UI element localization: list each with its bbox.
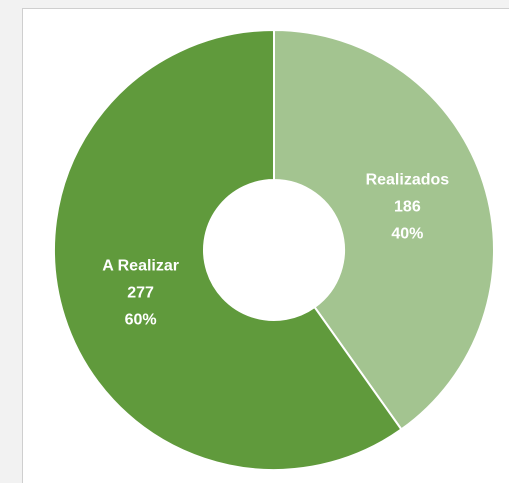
category-label: A Realizar: [102, 257, 179, 275]
slice-label: Realizados 186 40%: [342, 167, 472, 248]
slice-label: A Realizar 277 60%: [101, 252, 181, 333]
category-label: Realizados: [365, 171, 450, 189]
percent-label: 40%: [391, 225, 424, 243]
value-label: 277: [127, 284, 154, 302]
donut-slice: [273, 28, 495, 431]
donut-slice: [53, 28, 403, 471]
percent-label: 60%: [124, 311, 157, 329]
value-label: 186: [394, 198, 421, 216]
